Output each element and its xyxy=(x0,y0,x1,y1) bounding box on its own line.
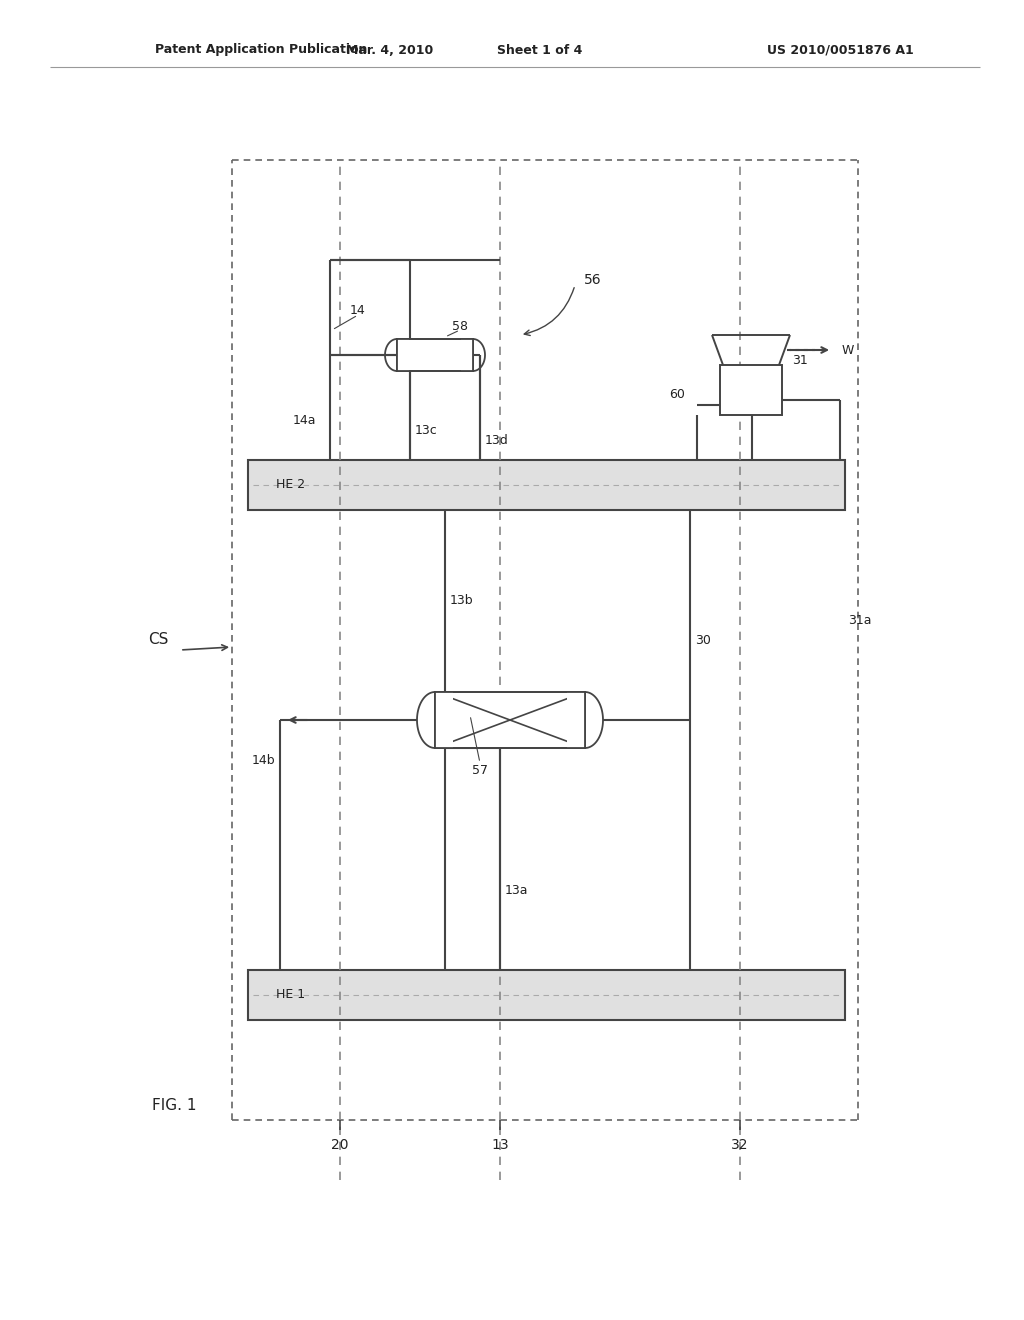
Text: 58: 58 xyxy=(452,321,468,334)
Bar xyxy=(397,339,409,371)
Text: Mar. 4, 2010: Mar. 4, 2010 xyxy=(346,44,433,57)
Text: 14a: 14a xyxy=(293,413,316,426)
Text: 14: 14 xyxy=(350,304,366,317)
Text: Patent Application Publication: Patent Application Publication xyxy=(155,44,368,57)
Bar xyxy=(435,692,585,748)
Text: 13c: 13c xyxy=(415,424,437,437)
Bar xyxy=(397,339,473,371)
Bar xyxy=(567,692,585,748)
Text: 20: 20 xyxy=(331,1138,349,1152)
Text: 30: 30 xyxy=(695,634,711,647)
Text: 31a: 31a xyxy=(848,614,871,627)
Text: FIG. 1: FIG. 1 xyxy=(152,1097,197,1113)
Text: HE 2: HE 2 xyxy=(276,479,305,491)
Text: 31: 31 xyxy=(792,354,808,367)
Text: 13: 13 xyxy=(492,1138,509,1152)
Text: 13b: 13b xyxy=(450,594,474,606)
Text: 60: 60 xyxy=(669,388,685,401)
Bar xyxy=(435,692,453,748)
Text: CS: CS xyxy=(148,632,168,648)
Text: HE 1: HE 1 xyxy=(276,989,305,1002)
Bar xyxy=(720,366,782,414)
Bar xyxy=(461,339,473,371)
Text: Sheet 1 of 4: Sheet 1 of 4 xyxy=(498,44,583,57)
Text: US 2010/0051876 A1: US 2010/0051876 A1 xyxy=(767,44,913,57)
Bar xyxy=(435,692,585,748)
Text: 13d: 13d xyxy=(485,433,509,446)
Bar xyxy=(397,339,473,371)
Text: W: W xyxy=(842,343,854,356)
Bar xyxy=(248,970,845,1020)
Text: 56: 56 xyxy=(584,273,602,286)
Text: 57: 57 xyxy=(472,763,488,776)
Text: 32: 32 xyxy=(731,1138,749,1152)
Bar xyxy=(248,459,845,510)
Text: 14b: 14b xyxy=(251,754,275,767)
Text: 13a: 13a xyxy=(505,883,528,896)
